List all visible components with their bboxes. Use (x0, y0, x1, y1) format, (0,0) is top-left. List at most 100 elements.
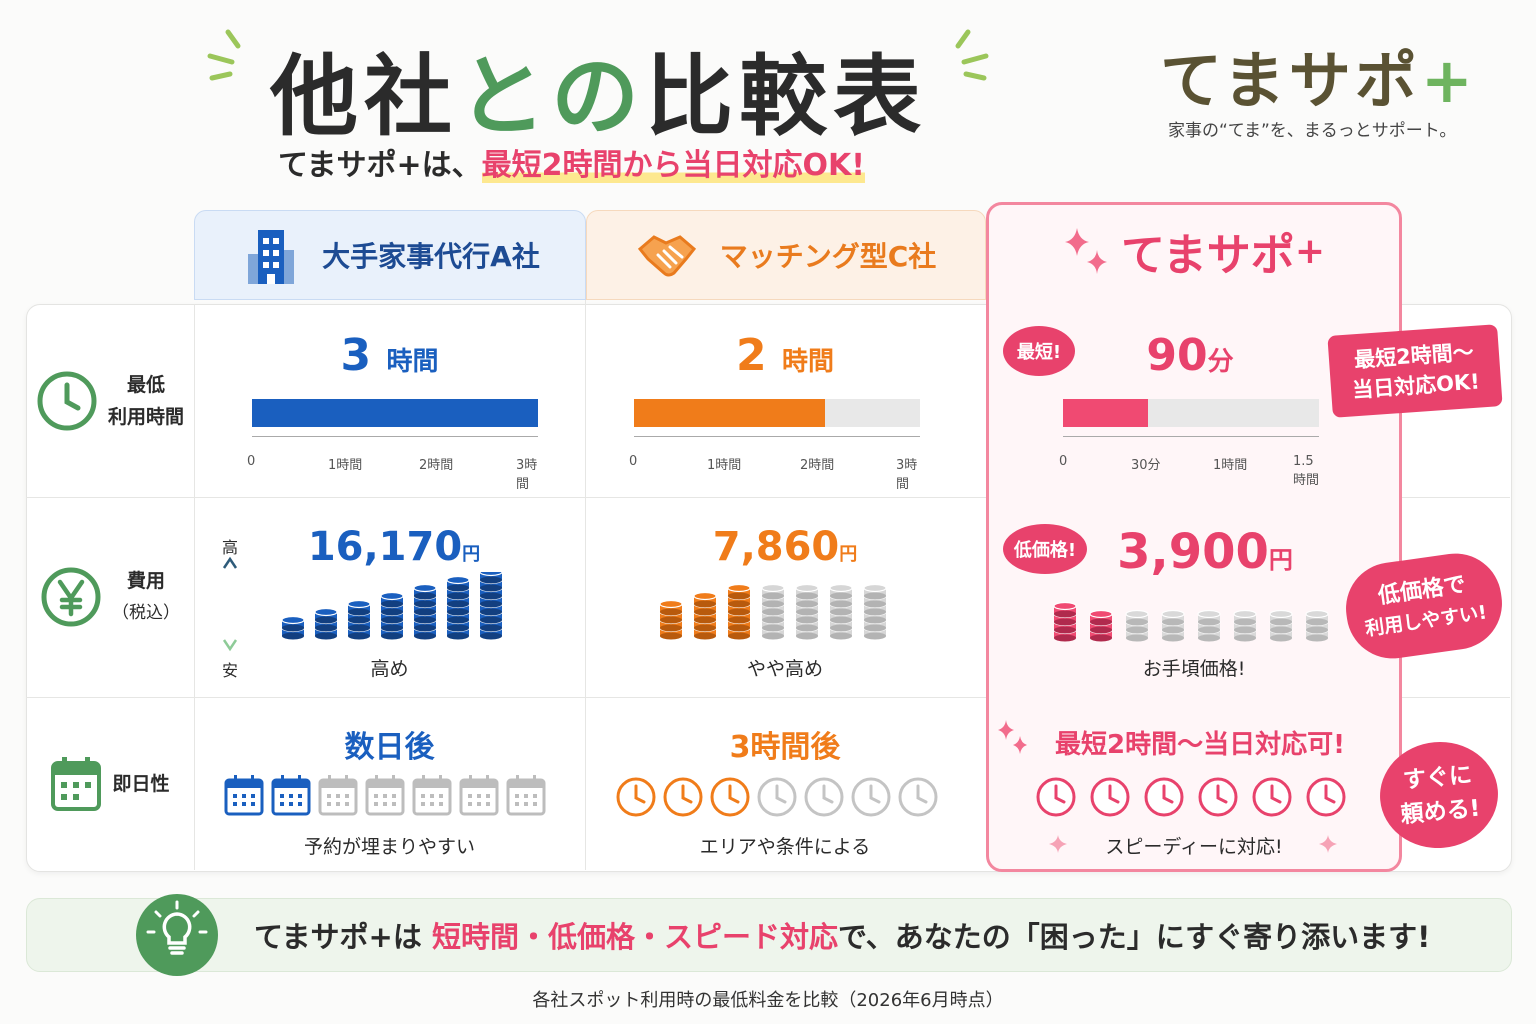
calendar-icon (365, 775, 405, 816)
time-bar-a (252, 399, 538, 427)
calendar-icon (51, 756, 102, 811)
calendar-icon (224, 775, 264, 816)
calendar-icon (271, 775, 311, 816)
coin-stack (693, 591, 717, 640)
cost-value-a: 16,170円 (307, 524, 481, 570)
row-divider (26, 697, 1510, 698)
clock-icon (898, 777, 938, 817)
cost-value-t: 3,900円 (1117, 524, 1293, 580)
time-value-t: 90分 (1146, 330, 1234, 381)
coin-stack (314, 607, 338, 640)
time-value-c: 2 時間 (736, 330, 834, 381)
cost-caption-c: やや高め (746, 658, 823, 680)
time-axis-t: 0 30分 1時間 1.5時間 (1059, 436, 1319, 488)
coins-c (659, 583, 887, 640)
sparkle-icon (1065, 228, 1107, 274)
clock-icon (757, 777, 797, 817)
company-a-name: 大手家事代行A社 (322, 240, 540, 273)
row-label-time: 最低 利用時間 (26, 304, 194, 497)
sparkle-icon (1049, 835, 1067, 853)
calendar-icon (459, 775, 499, 816)
coin-stack (761, 583, 785, 640)
header-company-a: 大手家事代行A社 (194, 210, 586, 300)
coin-stack (281, 615, 305, 640)
coin-stack (1269, 609, 1293, 642)
building-icon (248, 230, 295, 284)
coin-stack (446, 575, 470, 640)
company-c-name: マッチング型C社 (719, 240, 937, 273)
clock-icon (1306, 777, 1346, 817)
title-rays-right (955, 29, 989, 81)
time-axis-c: 0 1時間 2時間 3時間 (629, 436, 920, 492)
time-value-a: 3 時間 (340, 330, 439, 381)
clock-icon (616, 777, 656, 817)
coin-stack (829, 583, 853, 640)
clock-icon (1252, 777, 1292, 817)
clock-icon (710, 777, 750, 817)
speed-caption-c: エリアや条件による (699, 836, 871, 858)
coin-stack (727, 583, 751, 640)
summary-text: てまサポ+は 短時間・低価格・スピード対応で、あなたの「困った」にすぐ寄り添いま… (254, 920, 1431, 954)
cost-axis-high: 高 (222, 538, 239, 557)
sticker-shortest: 最短2時間〜 当日対応OK! (1327, 324, 1503, 418)
clock-icon (1144, 777, 1184, 817)
cost-caption-a: 高め (370, 658, 409, 680)
coin-stack (1125, 609, 1149, 642)
clock-icon (37, 371, 97, 430)
clocks-c (616, 777, 938, 817)
calendar-icon (412, 775, 452, 816)
time-axis-a: 0 1時間 2時間 3時間 (247, 436, 538, 492)
col-divider (585, 298, 586, 870)
coins-t (1053, 601, 1329, 642)
speed-value-t: 最短2時間〜当日対応可! (1055, 730, 1345, 760)
speed-caption-t: スピーディーに対応! (1105, 836, 1283, 858)
handshake-icon (637, 235, 696, 277)
row-divider (26, 497, 1510, 498)
clock-icon (804, 777, 844, 817)
low-price-bubble: 低価格! (1003, 524, 1087, 574)
speed-caption-a: 予約が埋まりやすい (303, 836, 475, 858)
calendar-icon (318, 775, 358, 816)
title-rays-left (207, 29, 241, 81)
calendar-icon (506, 775, 546, 816)
coin-stack (1089, 609, 1113, 642)
page-title: 他社との比較表 (270, 45, 928, 148)
brand-tagline: 家事の“てま”を、まるっとサポート。 (1168, 121, 1457, 141)
sparkle-icon (998, 720, 1027, 754)
col-divider (194, 304, 195, 870)
clocks-t (1036, 777, 1346, 817)
footnote: 各社スポット利用時の最低料金を比較（2026年6月時点） (532, 990, 1004, 1011)
row-label-speed: 即日性 (26, 697, 194, 870)
shortest-bubble: 最短! (1003, 326, 1075, 376)
coin-stack (1233, 609, 1257, 642)
clock-icon (851, 777, 891, 817)
temasapo-name: てまサポ (1121, 230, 1295, 281)
page-subtitle: てまサポ+は、最短2時間から当日対応OK! (278, 148, 865, 183)
coin-stack (413, 583, 437, 640)
brand-logo: てまサポ+ (1160, 44, 1477, 117)
header-company-c: マッチング型C社 (586, 210, 986, 300)
coin-stack (1305, 609, 1329, 642)
coin-stack (659, 599, 683, 640)
coin-stack (795, 583, 819, 640)
coin-stack (347, 599, 371, 640)
sparkle-icon (1319, 835, 1337, 853)
cost-axis-low: 安 (222, 661, 239, 680)
cost-caption-t: お手頃価格! (1142, 658, 1246, 680)
clock-icon (1198, 777, 1238, 817)
coin-stack (863, 583, 887, 640)
time-bar-c (634, 399, 920, 427)
speed-value-a: 数日後 (344, 730, 435, 765)
speed-value-c: 3時間後 (729, 730, 841, 765)
yen-icon (41, 567, 101, 627)
clock-icon (1036, 777, 1076, 817)
coin-stack (1053, 601, 1077, 642)
header-temasapo: てまサポ + (986, 204, 1402, 298)
coin-stack (479, 572, 503, 640)
lightbulb-icon (136, 894, 218, 976)
row-label-cost: 費用 （税込） (26, 497, 194, 697)
clock-icon (1090, 777, 1130, 817)
coin-stack (380, 591, 404, 640)
cost-axis-arrow (222, 556, 238, 652)
time-bar-t (1063, 399, 1319, 427)
